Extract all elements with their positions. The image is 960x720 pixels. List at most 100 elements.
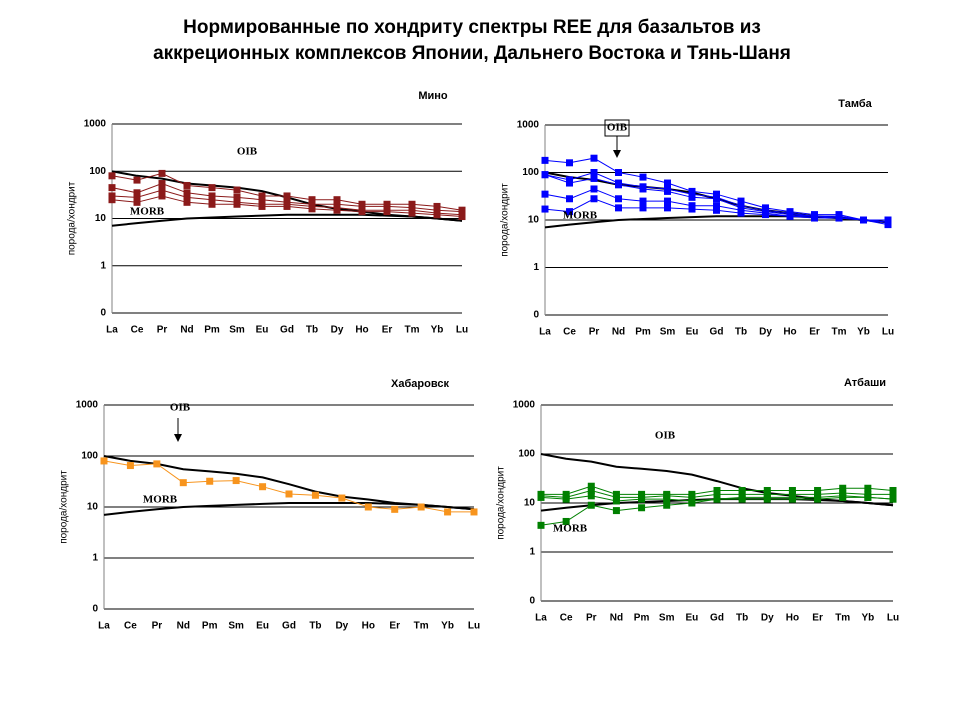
annotation: MORB [130, 206, 165, 218]
data-point [433, 211, 441, 219]
data-point [283, 192, 291, 200]
y-axis-label: порода/хондрит [59, 470, 70, 544]
data-point [562, 517, 570, 525]
data-point [638, 495, 646, 503]
x-tick-label: Pm [204, 325, 220, 336]
y-tick-label: 1000 [517, 120, 540, 131]
y-tick-label: 1 [100, 260, 106, 271]
x-tick-label: La [98, 621, 110, 632]
x-tick-label: Ce [560, 613, 573, 624]
data-point [259, 483, 267, 491]
x-tick-label: Gd [282, 621, 296, 632]
data-point [762, 211, 769, 219]
data-point [311, 491, 319, 499]
data-point [788, 486, 796, 494]
data-point [541, 171, 549, 179]
y-tick-label: 1 [92, 553, 98, 564]
data-point [233, 186, 241, 194]
data-point [864, 493, 872, 501]
x-tick-label: Pm [634, 613, 650, 624]
data-point [133, 176, 141, 184]
data-point [179, 479, 187, 487]
annotation: MORB [553, 523, 588, 535]
data-point [133, 189, 141, 197]
data-point [587, 486, 595, 494]
data-point [338, 494, 346, 502]
data-point [663, 501, 671, 509]
data-point [133, 198, 141, 206]
data-point [590, 174, 598, 182]
x-tick-label: Er [389, 621, 400, 632]
x-tick-label: Gd [280, 325, 294, 336]
data-point [713, 206, 720, 214]
data-point [153, 460, 161, 468]
data-point [860, 216, 867, 224]
x-tick-label: Ho [783, 327, 796, 338]
data-point [590, 169, 598, 176]
data-point [537, 521, 545, 529]
data-point [713, 202, 720, 210]
data-point [587, 501, 595, 509]
y-tick-label: 10 [95, 213, 107, 224]
data-point [417, 503, 425, 511]
y-axis-label: порода/хондрит [500, 183, 511, 257]
arrow-head [174, 434, 182, 442]
data-point [308, 196, 316, 204]
x-tick-label: Lu [882, 327, 894, 338]
data-point [639, 204, 647, 212]
data-point [566, 195, 573, 203]
x-tick-label: Nd [612, 327, 625, 338]
x-tick-label: Tm [414, 621, 429, 632]
y-tick-label: 1 [529, 547, 535, 558]
series-line [111, 213, 463, 227]
y-tick-label: 0 [533, 310, 539, 321]
y-tick-label: 1000 [84, 119, 107, 130]
x-tick-label: Tm [405, 325, 420, 336]
data-point [408, 209, 416, 217]
data-point [612, 493, 620, 501]
data-point [541, 205, 549, 213]
data-point [737, 209, 745, 217]
data-point [206, 477, 214, 485]
x-tick-label: Sm [660, 327, 676, 338]
data-point [615, 181, 622, 189]
x-tick-label: Tb [735, 327, 747, 338]
data-point [391, 505, 399, 513]
data-point [258, 192, 266, 200]
data-point [383, 202, 391, 210]
y-tick-label: 0 [92, 604, 98, 615]
y-tick-label: 1000 [513, 400, 536, 411]
x-tick-label: Yb [857, 327, 870, 338]
data-point [208, 196, 216, 204]
data-point [786, 212, 794, 220]
data-point [612, 507, 620, 515]
data-point [233, 200, 241, 208]
data-point [470, 508, 478, 516]
data-point [333, 196, 341, 204]
data-point [566, 159, 573, 167]
data-point [108, 172, 116, 180]
x-tick-label: Sm [659, 613, 675, 624]
data-point [713, 195, 720, 203]
data-point [763, 495, 771, 503]
annotation: OIB [237, 146, 258, 158]
data-point [183, 193, 191, 201]
data-point [126, 462, 134, 470]
x-tick-label: Pr [589, 327, 600, 338]
y-tick-label: 1000 [76, 400, 99, 411]
data-point [158, 169, 166, 177]
data-point [562, 495, 570, 503]
chart-subtitle: Мино [418, 90, 448, 102]
data-point [444, 508, 452, 516]
y-tick-label: 100 [81, 451, 98, 462]
data-point [587, 492, 595, 500]
data-point [713, 495, 721, 503]
title-line: аккреционных комплексов Японии, Дальнего… [153, 43, 791, 64]
y-tick-label: 10 [528, 215, 540, 226]
x-tick-label: Tb [309, 621, 321, 632]
x-tick-label: Dy [759, 327, 772, 338]
data-point [615, 204, 622, 212]
data-point [283, 202, 291, 210]
x-tick-label: Ce [131, 325, 144, 336]
